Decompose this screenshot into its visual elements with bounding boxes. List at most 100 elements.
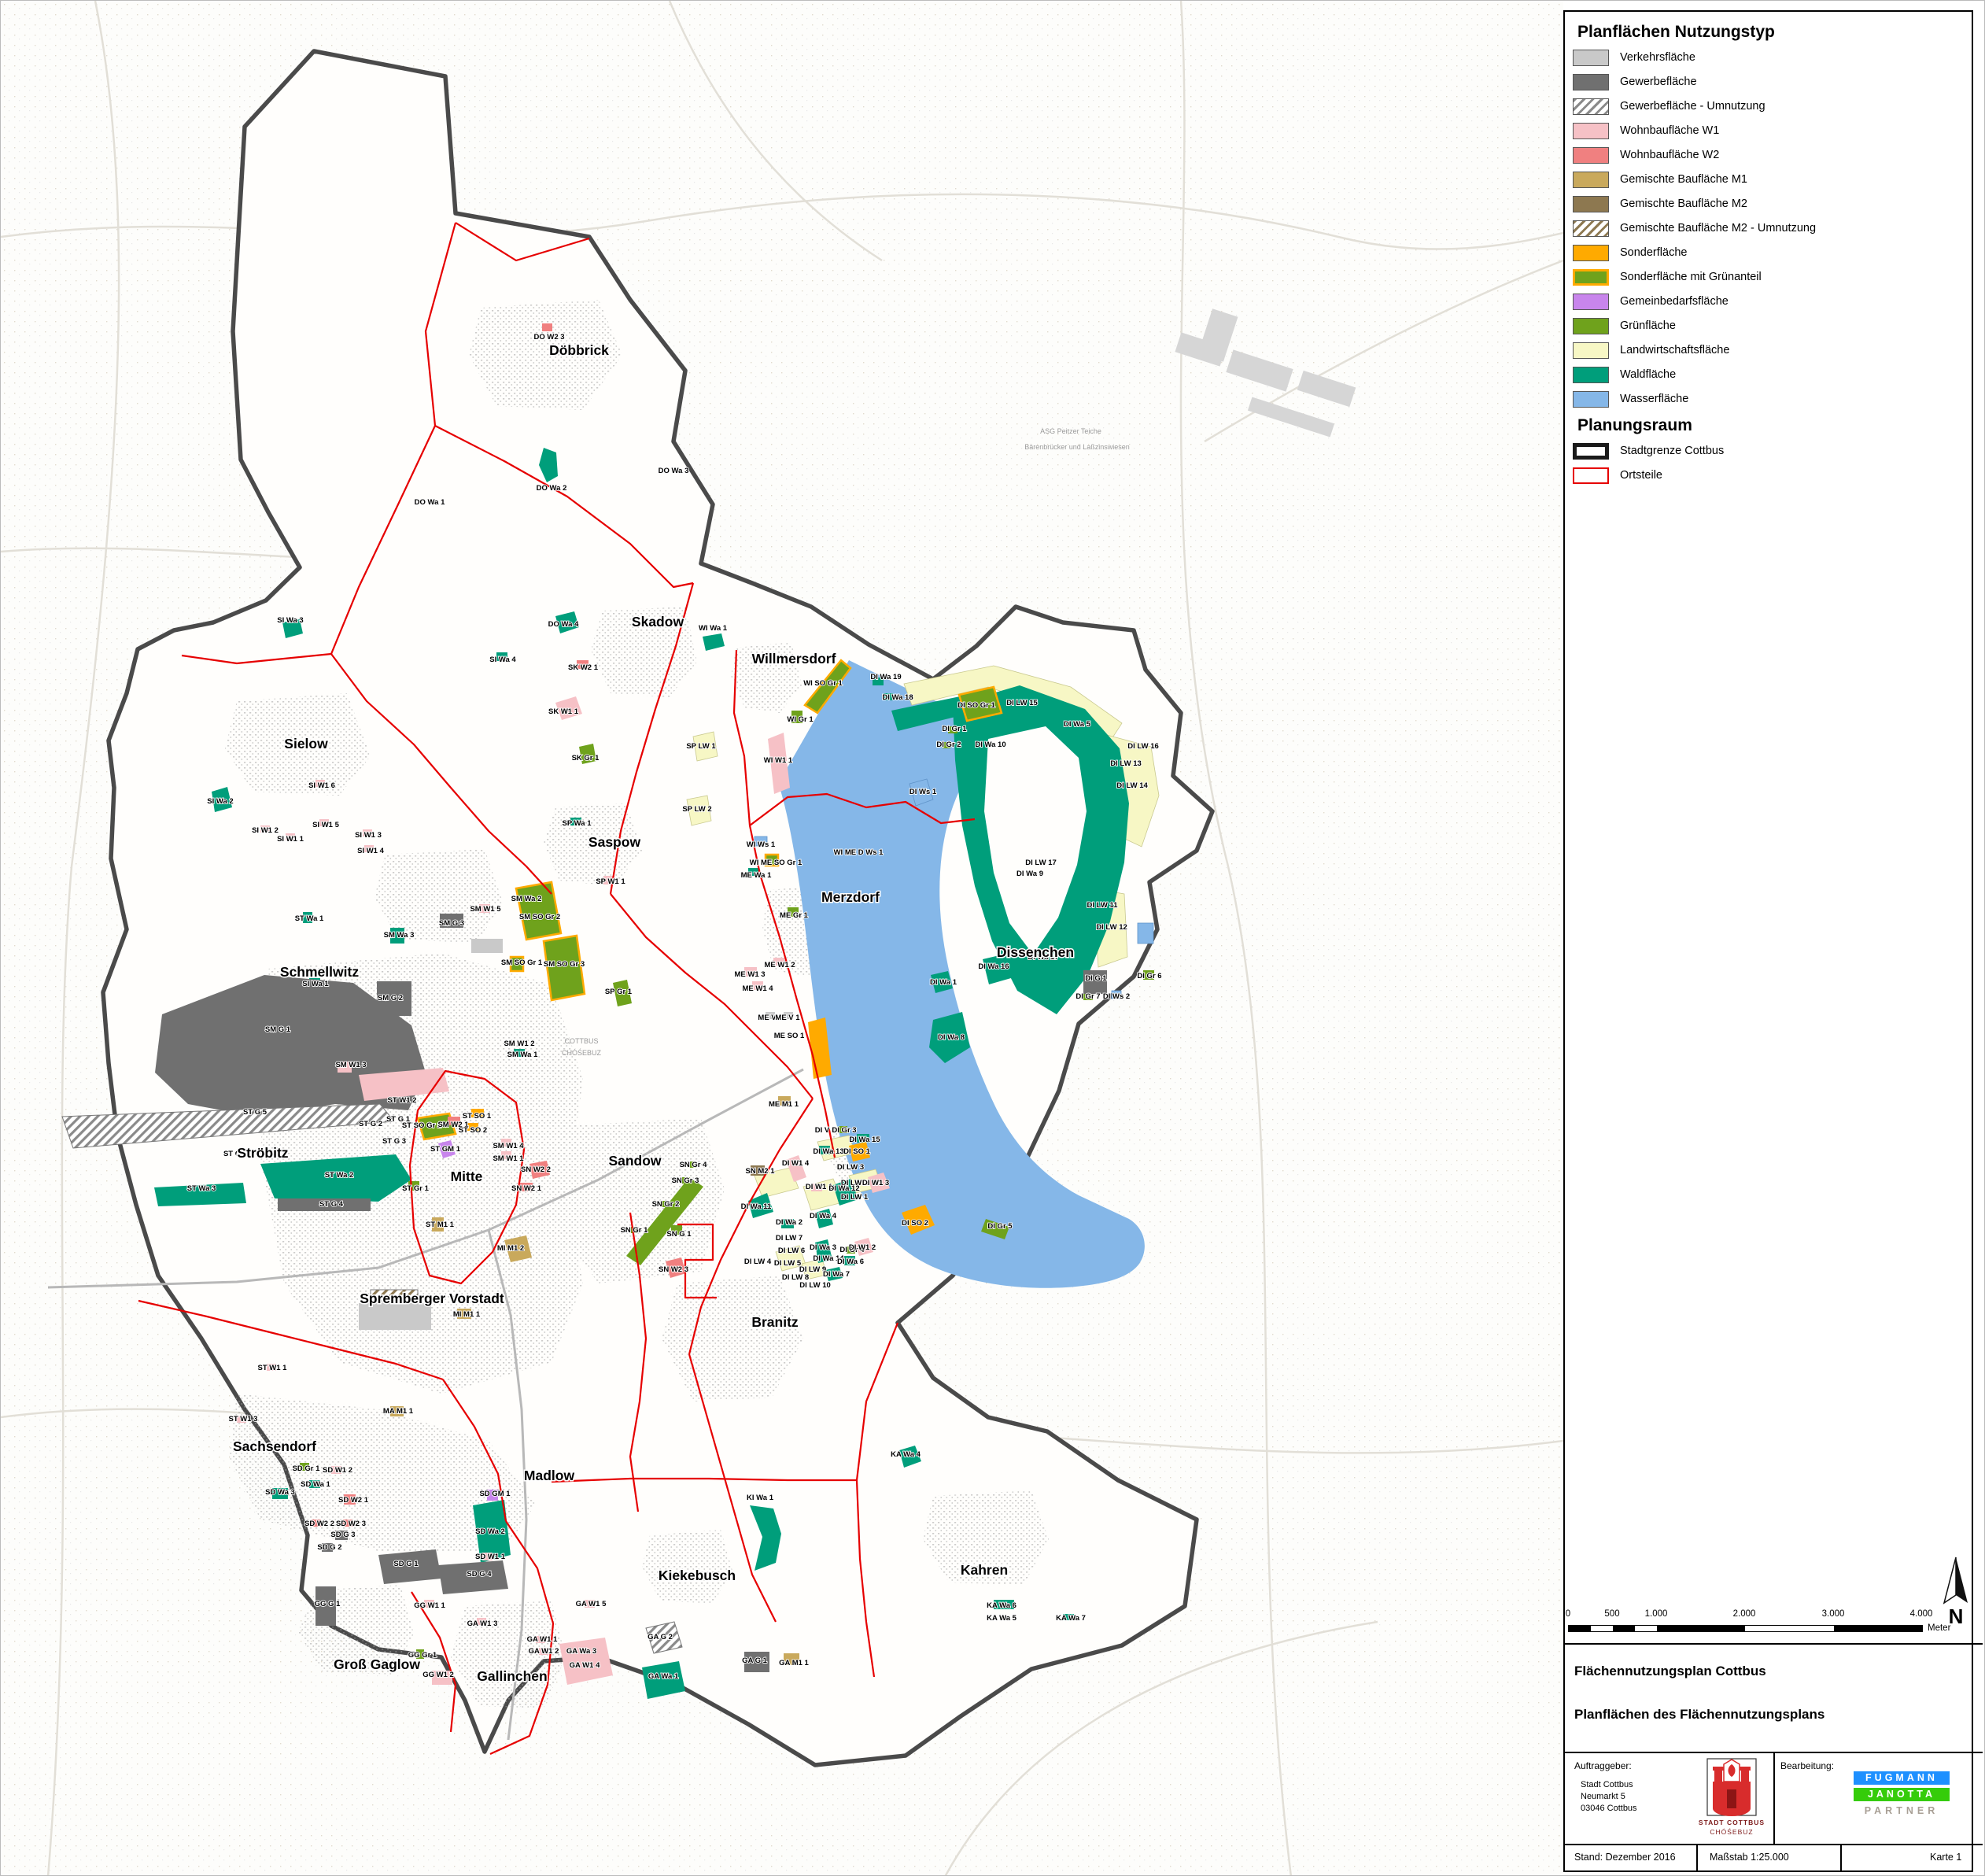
legend-label: Wasserfläche bbox=[1620, 393, 1689, 405]
map-label: Sielow bbox=[284, 736, 328, 752]
map-label: SM W1 1 bbox=[493, 1154, 524, 1163]
map-label: SI Wa 3 bbox=[277, 616, 303, 625]
map-label: GG W1 2 bbox=[422, 1671, 454, 1679]
green-dots bbox=[788, 907, 799, 917]
map-label: CHÓŚEBUZ bbox=[562, 1048, 602, 1057]
map-label: DI Wa 13 bbox=[813, 1147, 843, 1156]
map-label: SD W2 2 bbox=[304, 1520, 334, 1528]
scale-tick: 3.000 bbox=[1821, 1609, 1845, 1619]
map-label: DI Wa 17 bbox=[1028, 953, 1058, 962]
residential-w2-areas bbox=[312, 323, 686, 1527]
district-labels: Döbbrick Skadow Willmersdorf Sielow Saspow Me… bbox=[232, 342, 1076, 1686]
map-label: DI Wa 14 bbox=[813, 1254, 844, 1263]
map-label: DI SO 2 bbox=[902, 1219, 928, 1228]
map-label: DI Wa 11 bbox=[741, 1202, 772, 1211]
legend-swatch bbox=[1573, 342, 1609, 359]
map-label: SD G 3 bbox=[330, 1531, 355, 1539]
map-label: SD W1 2 bbox=[323, 1466, 352, 1475]
map-label: SI Wa 1 bbox=[302, 980, 329, 988]
map-label: MI M1 1 bbox=[453, 1310, 481, 1319]
map-label: DI SO Gr 1 bbox=[957, 701, 995, 710]
legend-swatch bbox=[1573, 74, 1609, 90]
lake-island bbox=[984, 726, 1087, 955]
map-label: DI LW 8 bbox=[782, 1273, 809, 1282]
public-areas bbox=[438, 1140, 498, 1501]
map-label: SM Wa 3 bbox=[384, 931, 415, 940]
map-label: DI Gr 7 bbox=[1076, 992, 1100, 1001]
map-label: Schmellwitz bbox=[280, 964, 359, 980]
map-label: SN Gr 4 bbox=[680, 1161, 708, 1169]
logo-fugmann: FUGMANN bbox=[1854, 1771, 1950, 1785]
map-label: Kiekebusch bbox=[659, 1568, 736, 1583]
railway-lines bbox=[47, 1068, 804, 1741]
map-label: DO Wa 4 bbox=[548, 620, 579, 629]
legend-label: Wohnbaufläche W2 bbox=[1620, 149, 1720, 161]
map-label: ME W1 2 bbox=[764, 961, 795, 969]
map-label: SI W1 2 bbox=[252, 826, 279, 835]
map-label: SD G 4 bbox=[467, 1570, 492, 1579]
map-label: ST M1 1 bbox=[426, 1221, 455, 1229]
map-label: SP LW 2 bbox=[682, 805, 711, 814]
legend-label: Gewerbefläche - Umnutzung bbox=[1620, 100, 1765, 113]
map-label: SN W2 2 bbox=[521, 1165, 551, 1174]
map-label: GG G 1 bbox=[315, 1600, 341, 1608]
map-canvas[interactable]: COTTBUS CHÓŚEBUZ ASG Peitzer Teiche Bärenbr… bbox=[1, 1, 1564, 1876]
map-label: ST GM 1 bbox=[430, 1145, 461, 1154]
parcel-labels: DO Wa 1 DO W2 3 DO Wa 2 DO Wa 3 DO Wa 4 SI Wa… bbox=[186, 332, 1163, 1682]
map-label: MI M1 2 bbox=[497, 1244, 524, 1253]
map-label: GA Wa 3 bbox=[566, 1647, 596, 1656]
map-label: DO Wa 1 bbox=[415, 498, 445, 507]
map-label: ME Wa 1 bbox=[741, 871, 772, 880]
scale-text: Maßstab 1:25.000 bbox=[1710, 1852, 1789, 1863]
map-label: ST G 3 bbox=[382, 1137, 406, 1146]
map-label: DI Wa 18 bbox=[882, 693, 913, 702]
map-label: SI W1 1 bbox=[277, 835, 304, 844]
conversion-areas bbox=[61, 1103, 683, 1654]
map-label: GA G 2 bbox=[648, 1633, 673, 1642]
lake-cottbuser-ostsee bbox=[778, 660, 1145, 1288]
map-label: DI LW 11 bbox=[1087, 901, 1118, 910]
map-label: DO W2 3 bbox=[533, 333, 564, 342]
logo-janotta: JANOTTA bbox=[1854, 1788, 1950, 1801]
legend-swatch bbox=[1573, 123, 1609, 139]
map-label: WI ME D Ws 1 bbox=[834, 848, 884, 857]
map-label: Sachsendorf bbox=[233, 1438, 316, 1454]
map-label: Willmersdorf bbox=[752, 651, 836, 667]
map-label: Skadow bbox=[632, 614, 684, 630]
map-label: DI Wa 12 bbox=[828, 1184, 859, 1193]
map-label: ST Gr 1 bbox=[402, 1184, 430, 1193]
legend-swatch bbox=[1573, 367, 1609, 383]
map-label: DI LW 15 bbox=[1006, 699, 1038, 707]
map-label: ME M1 1 bbox=[769, 1100, 799, 1109]
mixed-m1-areas bbox=[390, 1096, 799, 1665]
cottbus-coat-of-arms bbox=[1706, 1758, 1757, 1816]
map-label: SP LW 1 bbox=[686, 742, 716, 751]
map-label: SM W1 2 bbox=[504, 1040, 534, 1048]
map-label: ST G 6 bbox=[223, 1150, 247, 1158]
map-area: COTTBUS CHÓŚEBUZ ASG Peitzer Teiche Bärenbr… bbox=[1, 1, 1564, 1876]
map-label: ST SO 1 bbox=[463, 1112, 492, 1121]
map-label: ST SO 2 bbox=[459, 1126, 487, 1135]
legend-swatch bbox=[1573, 391, 1609, 408]
map-label: KA Wa 5 bbox=[987, 1614, 1017, 1623]
logo-partner: PARTNER bbox=[1864, 1805, 1939, 1816]
map-label: DI Wa 1 bbox=[930, 978, 957, 987]
map-label: DI Gr 4 bbox=[839, 1246, 865, 1254]
map-label: DI W1 3 bbox=[862, 1179, 889, 1187]
map-label: SK W1 1 bbox=[548, 707, 579, 716]
map-label: Gallinchen bbox=[477, 1668, 547, 1684]
coat-caption-1: STADT COTTBUS bbox=[1698, 1819, 1765, 1826]
map-label: SN M2 1 bbox=[746, 1167, 776, 1176]
map-label: Kahren bbox=[961, 1562, 1008, 1578]
map-label: DI Wa 15 bbox=[849, 1136, 880, 1144]
map-label: WI Wa 1 bbox=[699, 624, 728, 633]
map-label: Groß Gaglow bbox=[334, 1656, 420, 1672]
map-label: SK W2 1 bbox=[568, 663, 599, 672]
map-label: WI SO Gr 1 bbox=[803, 679, 843, 688]
legend-swatch bbox=[1573, 196, 1609, 212]
client-address: Stadt Cottbus Neumarkt 5 03046 Cottbus bbox=[1581, 1780, 1637, 1813]
map-label: ST G 5 bbox=[243, 1108, 267, 1117]
legend-label: Waldfläche bbox=[1620, 368, 1677, 381]
map-label: DI Gr 6 bbox=[1137, 972, 1161, 980]
